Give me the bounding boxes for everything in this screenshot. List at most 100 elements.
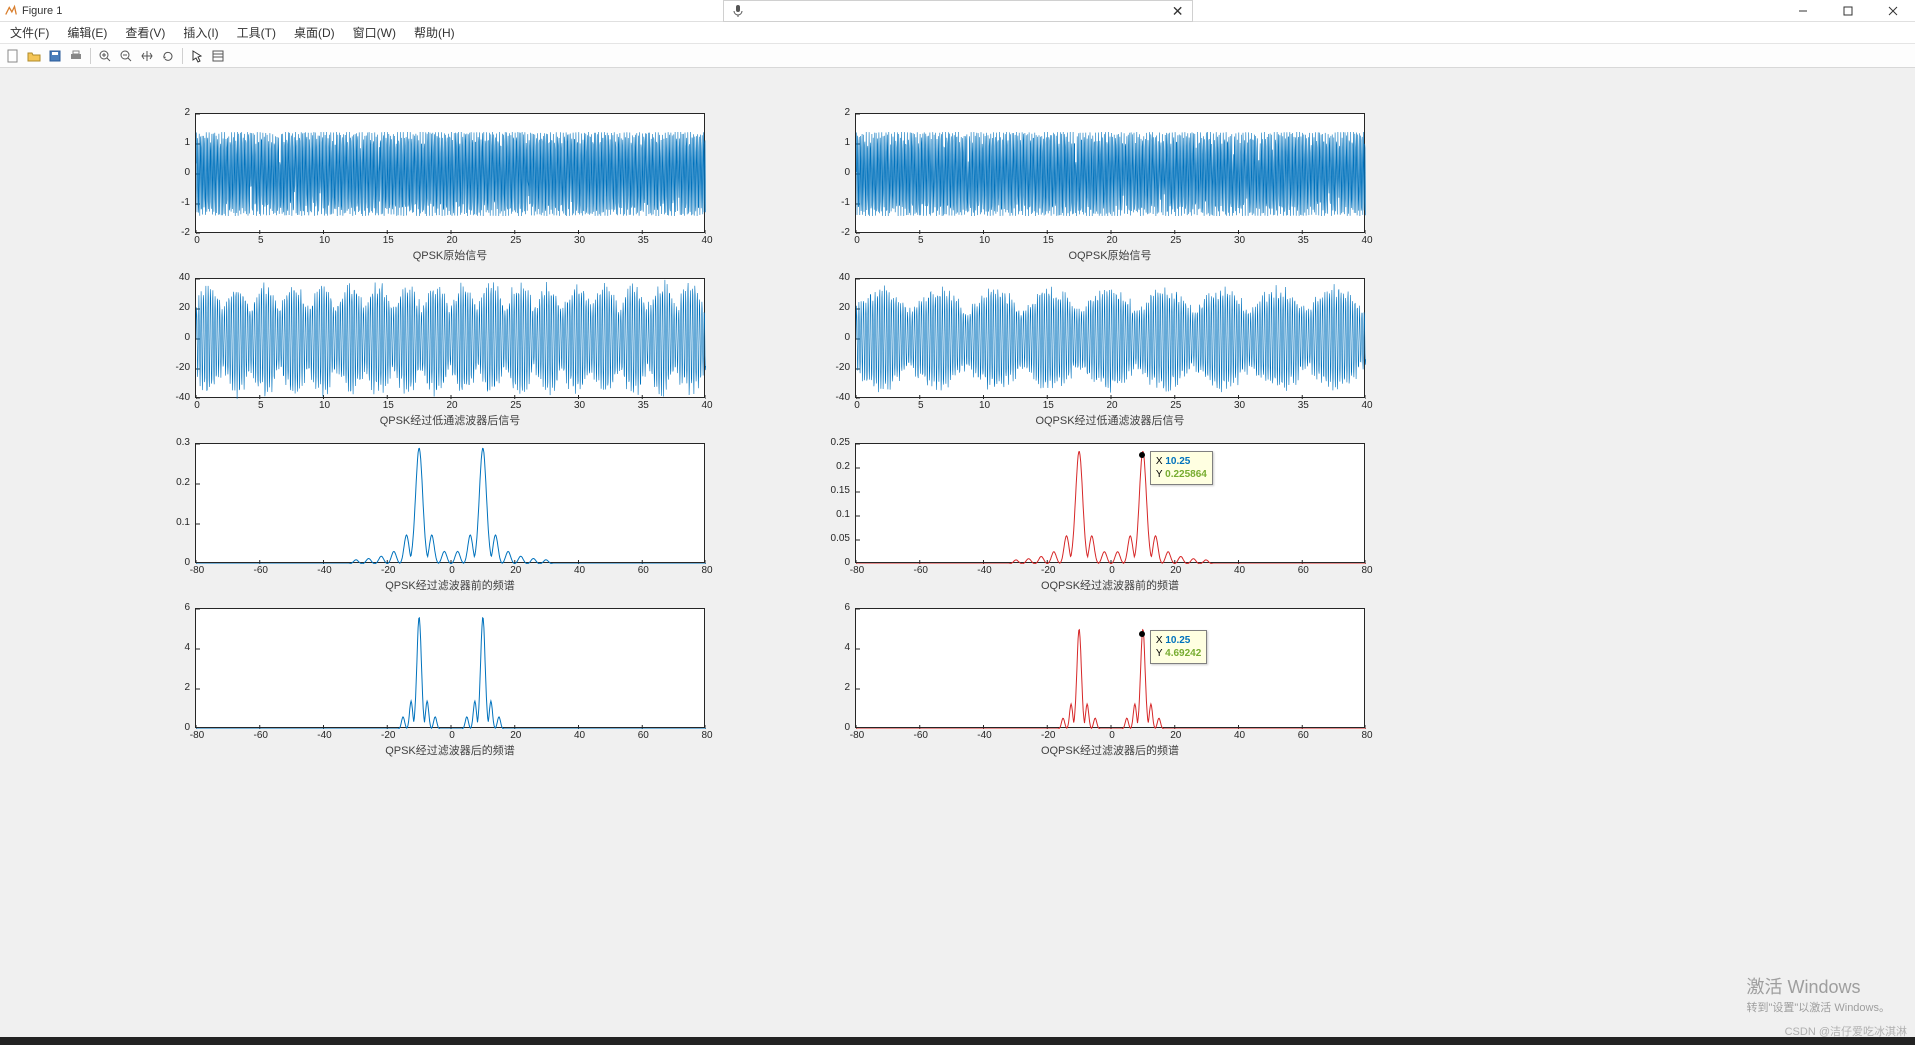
pan-icon[interactable] [138,47,156,65]
window-title: Figure 1 [22,5,62,17]
maximize-button[interactable] [1825,0,1870,22]
subplot-oqpsk-raw[interactable] [855,113,1365,233]
print-icon[interactable] [67,47,85,65]
ytick: 4 [820,642,850,653]
matlab-icon [4,4,18,18]
xtick: 60 [1293,565,1313,576]
xtick: 25 [1166,400,1186,411]
data-cursor-icon[interactable] [209,47,227,65]
xtick: 30 [570,235,590,246]
xtick: 15 [378,235,398,246]
xtick: 5 [251,235,271,246]
ytick: 2 [160,682,190,693]
ytick: 1 [160,137,190,148]
microphone-overlay[interactable]: ✕ [723,0,1193,22]
menu-tools[interactable]: 工具(T) [233,22,280,43]
pointer-icon[interactable] [188,47,206,65]
datatip[interactable]: X 10.25Y 0.225864 [1150,451,1213,485]
xtick: -80 [187,565,207,576]
figure-area: 0510152025303540-2-1012QPSK原始信号051015202… [0,68,1915,1045]
xlabel-qpsk-lpf: QPSK经过低通滤波器后信号 [195,412,705,428]
xtick: 20 [442,400,462,411]
menu-file[interactable]: 文件(F) [6,22,53,43]
xtick: 5 [251,400,271,411]
datatip[interactable]: X 10.25Y 4.69242 [1150,630,1207,664]
save-icon[interactable] [46,47,64,65]
ytick: 0 [820,557,850,568]
xtick: 10 [975,235,995,246]
xtick: -80 [847,565,867,576]
xtick: 25 [1166,235,1186,246]
ytick: 20 [160,302,190,313]
ytick: 6 [160,602,190,613]
xtick: 0 [1102,565,1122,576]
ytick: 6 [820,602,850,613]
xtick: 40 [697,400,717,411]
xtick: -40 [315,730,335,741]
xtick: 40 [1230,730,1250,741]
subplot-oqpsk-spec-post[interactable] [855,608,1365,728]
xtick: 60 [633,730,653,741]
datatip-marker[interactable] [1139,631,1145,637]
ytick: 0 [160,722,190,733]
menubar: 文件(F) 编辑(E) 查看(V) 插入(I) 工具(T) 桌面(D) 窗口(W… [0,22,1915,44]
rotate-icon[interactable] [159,47,177,65]
xtick: 60 [1293,730,1313,741]
open-icon[interactable] [25,47,43,65]
xtick: -60 [911,730,931,741]
xtick: -20 [1038,565,1058,576]
windows-activation-watermark: 激活 Windows 转到"设置"以激活 Windows。 [1747,973,1891,1015]
menu-window[interactable]: 窗口(W) [349,22,400,43]
menu-edit[interactable]: 编辑(E) [63,22,111,43]
xlabel-oqpsk-spec-post: OQPSK经过滤波器后的频谱 [855,742,1365,758]
zoom-out-icon[interactable] [117,47,135,65]
close-button[interactable] [1870,0,1915,22]
ytick: 2 [820,682,850,693]
subplot-qpsk-raw[interactable] [195,113,705,233]
xtick: -40 [975,730,995,741]
menu-desktop[interactable]: 桌面(D) [290,22,339,43]
new-icon[interactable] [4,47,22,65]
datatip-marker[interactable] [1139,452,1145,458]
subplot-oqpsk-spec-pre[interactable] [855,443,1365,563]
xtick: 80 [1357,565,1377,576]
taskbar [0,1037,1915,1045]
subplot-oqpsk-lpf[interactable] [855,278,1365,398]
ytick: -20 [820,362,850,373]
ytick: -2 [160,227,190,238]
xtick: 20 [1102,400,1122,411]
xtick: 35 [1293,400,1313,411]
close-icon[interactable]: ✕ [1172,3,1184,20]
ytick: 4 [160,642,190,653]
ytick: -40 [820,392,850,403]
ytick: 0.15 [820,485,850,496]
ytick: 0 [160,332,190,343]
subplot-qpsk-spec-post[interactable] [195,608,705,728]
xtick: 0 [1102,730,1122,741]
xtick: 15 [1038,400,1058,411]
xlabel-oqpsk-spec-pre: OQPSK经过滤波器前的频谱 [855,577,1365,593]
subplot-qpsk-lpf[interactable] [195,278,705,398]
xtick: -20 [378,565,398,576]
xtick: 0 [187,400,207,411]
ytick: -40 [160,392,190,403]
zoom-in-icon[interactable] [96,47,114,65]
xtick: 0 [847,400,867,411]
xtick: -60 [251,565,271,576]
xtick: 25 [506,235,526,246]
ytick: 0.2 [820,461,850,472]
ytick: -1 [160,197,190,208]
minimize-button[interactable] [1780,0,1825,22]
xtick: 20 [1166,730,1186,741]
menu-help[interactable]: 帮助(H) [410,22,459,43]
menu-insert[interactable]: 插入(I) [179,22,222,43]
microphone-icon[interactable] [732,4,744,18]
watermark-title: 激活 Windows [1747,973,1891,999]
xlabel-qpsk-raw: QPSK原始信号 [195,247,705,263]
xtick: 80 [697,565,717,576]
ytick: -20 [160,362,190,373]
xtick: -60 [911,565,931,576]
subplot-qpsk-spec-pre[interactable] [195,443,705,563]
xtick: 25 [506,400,526,411]
menu-view[interactable]: 查看(V) [121,22,169,43]
